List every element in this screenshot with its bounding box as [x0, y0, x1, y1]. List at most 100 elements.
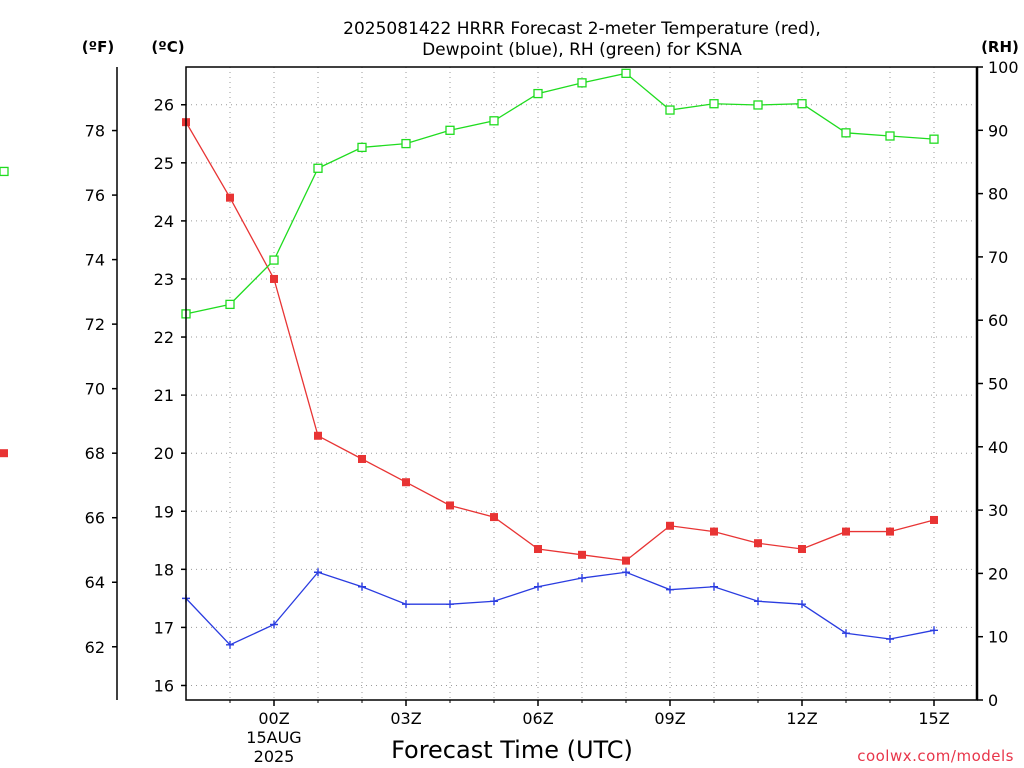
- data-point: [314, 568, 322, 577]
- data-point: [445, 125, 455, 135]
- data-point: [842, 629, 850, 638]
- fahrenheit-tick-label: 68: [85, 444, 105, 463]
- x-tick-label: 03Z: [390, 709, 421, 728]
- x-tick-label: 06Z: [522, 709, 553, 728]
- x-tick-label: 00Z: [258, 709, 289, 728]
- fahrenheit-tick-label: 76: [85, 186, 105, 205]
- fahrenheit-tick-label: 74: [85, 251, 105, 270]
- celsius-tick-label: 16: [154, 676, 174, 695]
- data-point: [490, 597, 498, 606]
- data-point: [270, 274, 278, 283]
- data-point: [666, 585, 674, 594]
- celsius-tick-label: 25: [154, 154, 174, 173]
- series-dewpoint: [182, 568, 938, 649]
- celsius-tick-label: 18: [154, 560, 174, 579]
- rh-tick-label: 80: [988, 185, 1008, 204]
- data-point: [534, 582, 542, 591]
- data-point: [357, 142, 367, 153]
- plot-frame: [185, 66, 978, 701]
- data-point: [578, 574, 586, 583]
- rh-tick-label: 100: [988, 58, 1019, 77]
- series-line: [185, 72, 935, 315]
- data-point: [930, 515, 938, 524]
- data-point: [665, 105, 675, 115]
- data-point: [929, 134, 939, 144]
- fahrenheit-tick-label: 66: [85, 509, 105, 528]
- data-point: [0, 449, 8, 458]
- data-point: [269, 255, 279, 265]
- axes: [112, 66, 983, 706]
- data-point: [577, 78, 587, 88]
- data-point: [754, 597, 762, 606]
- chart-title-line1: 2025081422 HRRR Forecast 2-meter Tempera…: [343, 19, 821, 39]
- fahrenheit-tick-label: 78: [85, 122, 105, 141]
- series-line: [185, 571, 935, 646]
- rh-tick-label: 60: [988, 311, 1008, 330]
- series-temperature: [0, 118, 938, 565]
- data-point: [666, 521, 674, 530]
- data-point: [710, 582, 718, 591]
- fahrenheit-tick-label: 62: [85, 638, 105, 657]
- data-point: [226, 640, 234, 649]
- data-point: [358, 582, 366, 591]
- celsius-tick-label: 21: [154, 386, 174, 405]
- celsius-tick-label: 20: [154, 444, 174, 463]
- data-point: [753, 100, 763, 110]
- data-point: [621, 68, 631, 78]
- data-point: [446, 600, 454, 609]
- data-point: [622, 556, 630, 565]
- data-point: [0, 166, 9, 177]
- data-point: [314, 431, 322, 440]
- data-point: [709, 99, 719, 109]
- data-point: [534, 545, 542, 554]
- chart-title: 2025081422 HRRR Forecast 2-meter Tempera…: [343, 19, 821, 60]
- data-point: [489, 116, 499, 126]
- data-series: [0, 68, 939, 649]
- x-tick-label: 09Z: [654, 709, 685, 728]
- data-point: [225, 299, 235, 310]
- rh-tick-label: 0: [988, 691, 998, 710]
- x-tick-label: 15AUG: [246, 728, 301, 747]
- data-point: [798, 600, 806, 609]
- rh-tick-label: 30: [988, 501, 1008, 520]
- rh-tick-label: 20: [988, 564, 1008, 583]
- rh-unit-label: (RH): [981, 38, 1019, 56]
- data-point: [885, 131, 895, 141]
- celsius-tick-label: 23: [154, 270, 174, 289]
- x-tick-label: 2025: [254, 747, 295, 766]
- fahrenheit-unit-label: (ºF): [82, 38, 114, 56]
- data-point: [578, 550, 586, 559]
- data-point: [622, 568, 630, 577]
- tick-labels: 16 17 18 19 20 21 22 23 24 25 26 62 64 66 68 70 72 74 76 78…: [85, 58, 1019, 766]
- rh-tick-label: 50: [988, 375, 1008, 394]
- data-point: [754, 539, 762, 548]
- rh-tick-label: 70: [988, 248, 1008, 267]
- data-point: [842, 527, 850, 536]
- data-point: [798, 545, 806, 554]
- data-point: [402, 478, 410, 487]
- data-point: [401, 138, 411, 149]
- fahrenheit-tick-label: 72: [85, 315, 105, 334]
- celsius-tick-label: 19: [154, 502, 174, 521]
- rh-tick-label: 90: [988, 121, 1008, 140]
- series-line: [185, 121, 935, 562]
- data-point: [533, 88, 543, 99]
- rh-tick-label: 40: [988, 438, 1008, 457]
- chart-title-line2: Dewpoint (blue), RH (green) for KSNA: [422, 40, 742, 60]
- rh-tick-label: 10: [988, 628, 1008, 647]
- series-rh: [0, 68, 939, 319]
- credit-label: coolwx.com/models: [857, 747, 1014, 765]
- data-point: [710, 527, 718, 536]
- data-point: [886, 635, 894, 644]
- data-point: [930, 626, 938, 635]
- data-point: [270, 620, 278, 629]
- celsius-unit-label: (ºC): [151, 38, 184, 56]
- data-point: [358, 454, 366, 463]
- celsius-tick-label: 17: [154, 618, 174, 637]
- fahrenheit-tick-label: 64: [85, 573, 105, 592]
- celsius-tick-label: 26: [154, 96, 174, 115]
- data-point: [841, 128, 851, 138]
- x-tick-label: 12Z: [786, 709, 817, 728]
- data-point: [402, 600, 410, 609]
